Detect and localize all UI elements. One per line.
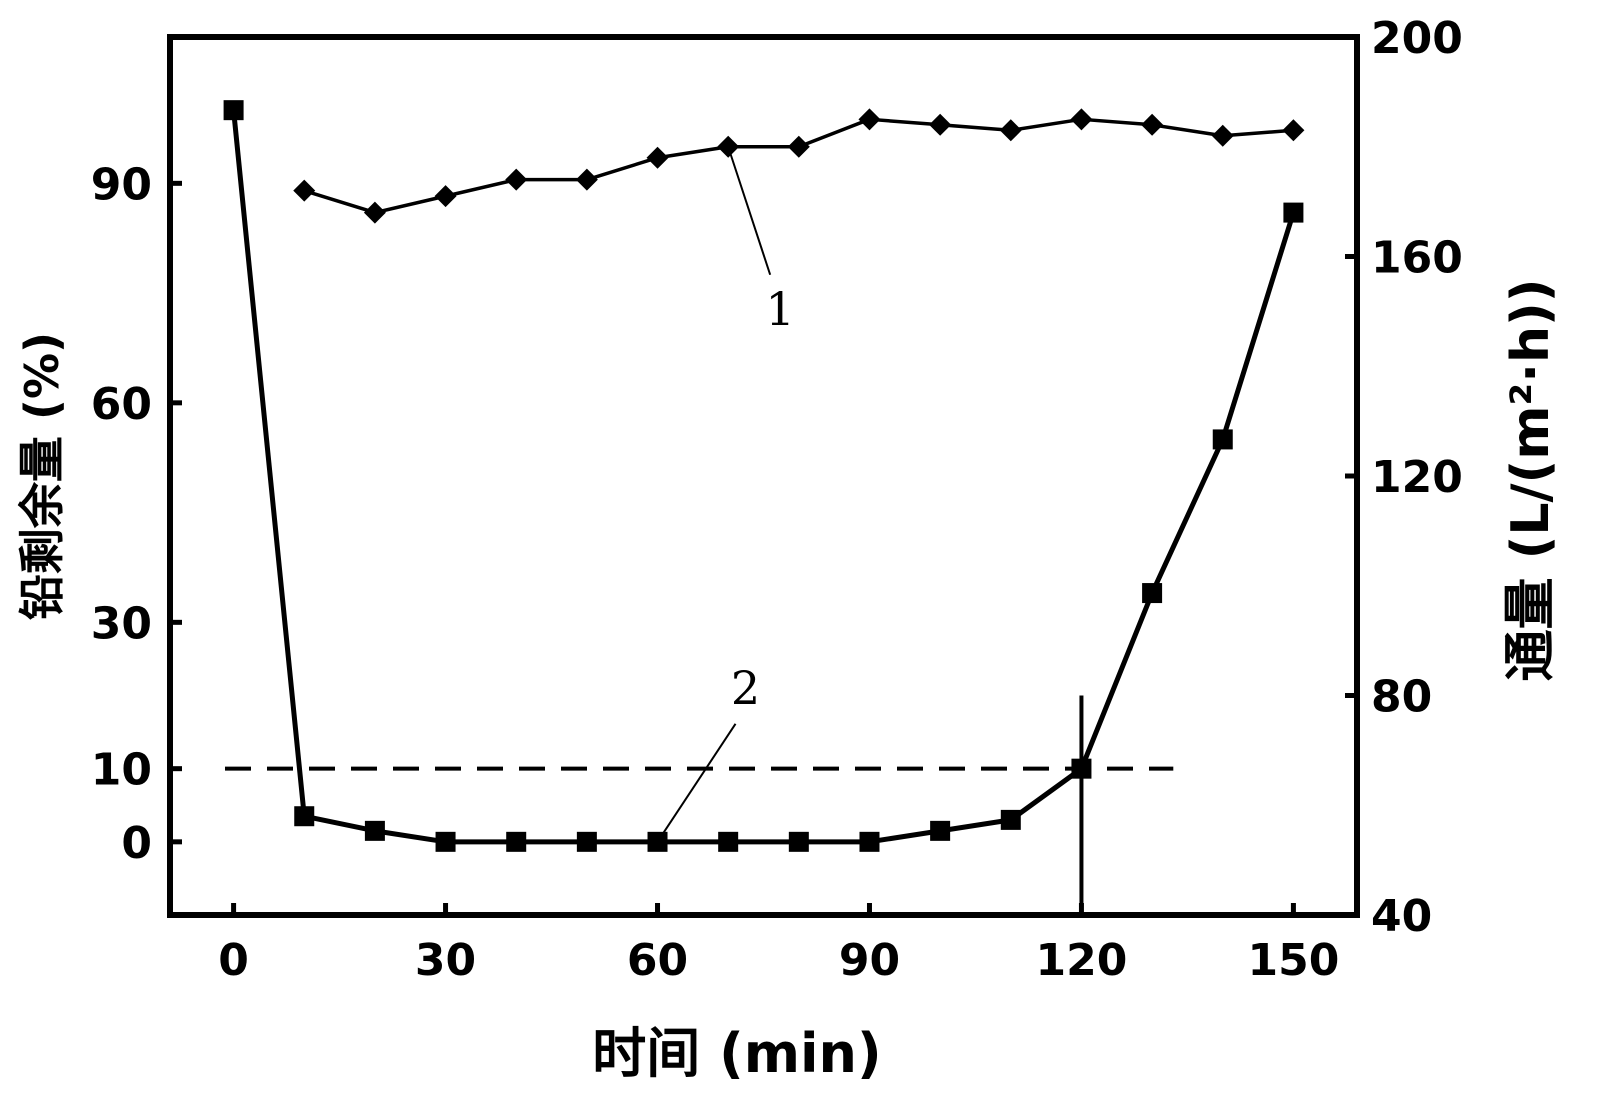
- series-2-line: [231, 109, 1296, 845]
- y-right-tick-label: 120: [1371, 452, 1463, 503]
- annotation-2-leader: [656, 723, 737, 843]
- x-tick-label: 30: [415, 935, 476, 986]
- series-1-point: [575, 168, 598, 191]
- series-2-point: [1283, 202, 1304, 223]
- series-2-point: [435, 831, 456, 852]
- series-2-point: [1000, 809, 1021, 830]
- series-2-point: [1142, 583, 1163, 604]
- y-left-tick-label: 30: [91, 598, 152, 649]
- y-axis-right-title: 通量 (L/(m²·h)): [1501, 278, 1561, 681]
- series-1-point: [787, 135, 810, 158]
- series-2-point: [859, 831, 880, 852]
- annotation-1-leader: [727, 146, 772, 276]
- series-1-point: [929, 113, 952, 136]
- y-left-tick-label: 10: [91, 745, 152, 796]
- series-2-point: [223, 100, 244, 121]
- x-tick-label: 150: [1247, 935, 1339, 986]
- series-1-point: [1141, 113, 1164, 136]
- series-1-point: [646, 146, 669, 169]
- series-2-point: [576, 831, 597, 852]
- series-2-point: [788, 831, 809, 852]
- y-axis-left-title: 铅剩余量 (%): [15, 332, 69, 620]
- y-right-tick-label: 160: [1371, 233, 1463, 284]
- series-2-point: [506, 831, 527, 852]
- annotation-2-label: 2: [731, 661, 760, 715]
- y-left-tick-label: 0: [121, 818, 152, 869]
- x-axis-title: 时间 (min): [592, 1022, 881, 1085]
- plot-frame: [167, 34, 1360, 918]
- series-1-point: [1070, 108, 1093, 131]
- y-right-tick-label: 40: [1371, 891, 1432, 942]
- series-1-point: [434, 185, 457, 208]
- y-left-tick-label: 90: [91, 159, 152, 210]
- series-2-point: [1212, 429, 1233, 450]
- series-1-point: [999, 119, 1022, 142]
- series-1-point: [505, 168, 528, 191]
- series-2-point: [1071, 758, 1092, 779]
- x-tick-label: 60: [627, 935, 688, 986]
- series-2-point: [718, 831, 739, 852]
- y-right-tick-label: 200: [1371, 13, 1463, 64]
- x-tick-label: 120: [1036, 935, 1128, 986]
- series-1-point: [858, 108, 881, 131]
- series-1-point: [363, 201, 386, 224]
- series-1-point: [1282, 119, 1305, 142]
- series-1-point: [293, 179, 316, 202]
- series-1-point: [1211, 124, 1234, 147]
- x-tick-label: 90: [839, 935, 900, 986]
- y-left-tick-label: 60: [91, 379, 152, 430]
- annotation-1-label: 1: [766, 282, 795, 336]
- series-2-point: [294, 806, 315, 827]
- series-2-point: [930, 820, 951, 841]
- y-right-tick-label: 80: [1371, 672, 1432, 723]
- x-tick-label: 0: [218, 935, 249, 986]
- series-2-point: [364, 820, 385, 841]
